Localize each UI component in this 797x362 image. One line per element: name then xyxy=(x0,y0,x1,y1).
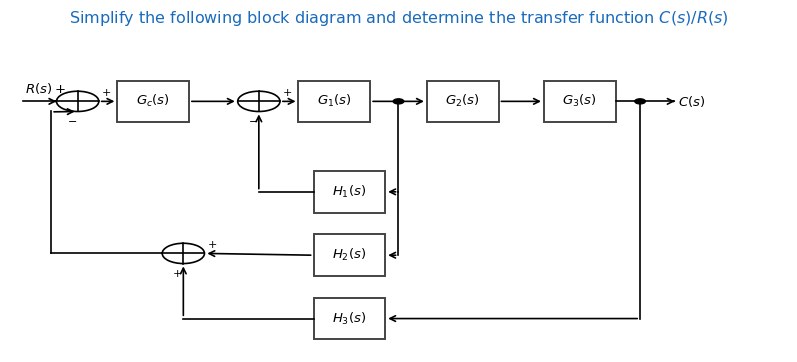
Text: $-$: $-$ xyxy=(248,115,258,125)
Circle shape xyxy=(393,99,404,104)
Text: +: + xyxy=(207,240,217,250)
Bar xyxy=(117,81,189,122)
Text: $R(s)+$: $R(s)+$ xyxy=(25,81,65,96)
Circle shape xyxy=(634,99,646,104)
Text: $C(s)$: $C(s)$ xyxy=(677,94,705,109)
Text: $G_2(s)$: $G_2(s)$ xyxy=(446,93,480,109)
Bar xyxy=(313,171,385,213)
Text: $G_3(s)$: $G_3(s)$ xyxy=(563,93,597,109)
Text: $-$: $-$ xyxy=(66,115,77,125)
Text: $H_1(s)$: $H_1(s)$ xyxy=(332,184,367,200)
Text: +: + xyxy=(173,269,182,279)
Circle shape xyxy=(163,243,205,264)
Circle shape xyxy=(238,91,280,111)
Text: $H_2(s)$: $H_2(s)$ xyxy=(332,247,367,263)
Circle shape xyxy=(57,91,99,111)
Bar xyxy=(313,235,385,276)
Text: +: + xyxy=(102,88,111,98)
Bar xyxy=(298,81,370,122)
Bar xyxy=(313,298,385,340)
Text: $G_c(s)$: $G_c(s)$ xyxy=(136,93,170,109)
Text: $G_1(s)$: $G_1(s)$ xyxy=(317,93,351,109)
Bar xyxy=(427,81,499,122)
Text: $H_3(s)$: $H_3(s)$ xyxy=(332,311,367,327)
Text: +: + xyxy=(283,88,292,98)
Bar xyxy=(544,81,615,122)
Text: Simplify the following block diagram and determine the transfer function $C(s)/R: Simplify the following block diagram and… xyxy=(69,9,728,28)
